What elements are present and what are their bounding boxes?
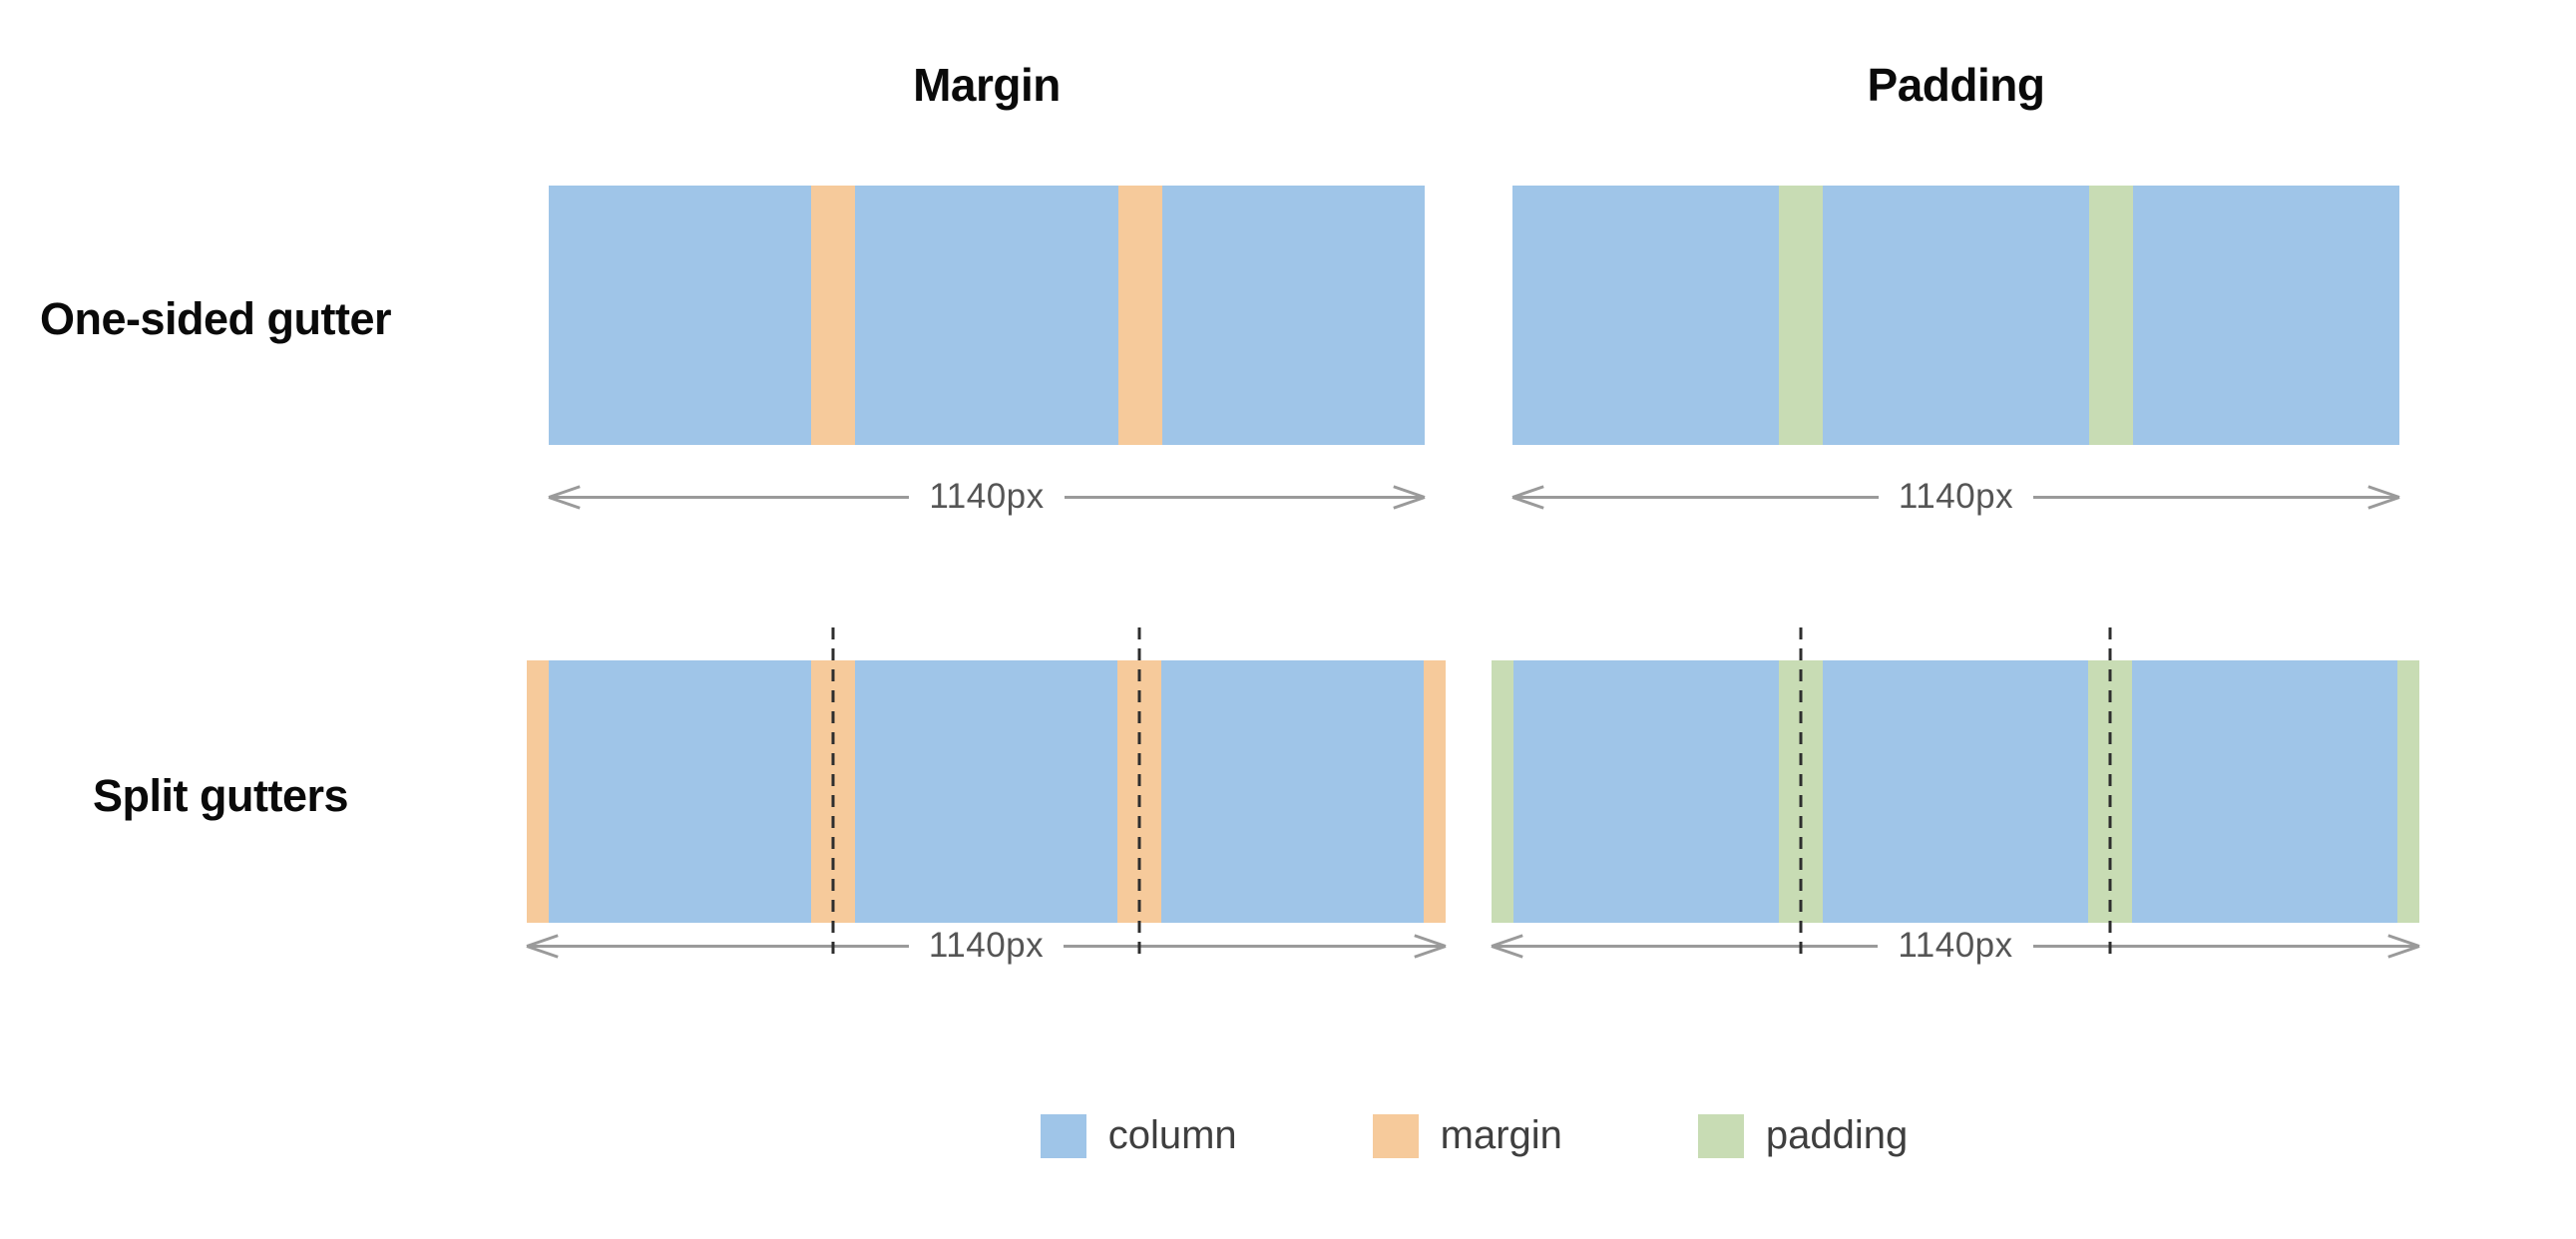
padding-half-gutter [1492,660,1513,923]
padding-gutter [2088,627,2132,957]
margin-color-swatch [1372,1113,1419,1158]
arrow-line-right [2032,944,2420,948]
grid-column [1823,186,2089,445]
grid-column [1512,186,1779,445]
padding-gutter [1779,627,1823,957]
padding-gutter [2089,186,2133,445]
dimension-arrow-margin-split: 1140px [527,926,1447,966]
margin-half-gutter [527,660,549,923]
arrow-line-left [549,495,910,499]
padding-color-swatch [1697,1113,1744,1158]
grid-column [1823,660,2088,923]
grid-column [2133,186,2399,445]
dimension-arrow-margin-one-sided: 1140px [549,477,1426,517]
dimension-label: 1140px [1898,926,2013,965]
legend-item-column: column [1040,1113,1237,1158]
dimension-label: 1140px [929,477,1045,516]
dimension-label: 1140px [1898,477,2014,516]
block-margin-split [527,627,1446,957]
grid-column [1513,660,1779,923]
grid-column [549,186,812,445]
dimension-arrow-padding-one-sided: 1140px [1512,477,2400,517]
grid-column [855,186,1118,445]
column-color-swatch [1040,1113,1086,1158]
padding-column-header: Padding [1867,59,2045,111]
margin-gutter [1117,627,1161,957]
grid-column [1161,660,1424,923]
grid-column [549,660,811,923]
column-boundary-dashed-line [831,627,835,957]
row-label-one-sided-gutter: One-sided gutter [40,293,392,344]
column-boundary-dashed-line [1137,627,1141,957]
block-padding-one-sided [1512,186,2399,445]
grid-column [2132,660,2397,923]
arrow-line-left [527,944,909,948]
legend: column margin padding [549,1113,2399,1158]
margin-column-header: Margin [913,59,1061,111]
padding-half-gutter [2397,660,2419,923]
margin-gutter [811,186,856,445]
block-padding-split [1492,627,2419,957]
legend-label: padding [1765,1113,1909,1157]
column-boundary-dashed-line [1799,627,1803,957]
dimension-label: 1140px [928,926,1045,965]
legend-label: margin [1440,1113,1562,1157]
legend-item-margin: margin [1372,1113,1562,1158]
grid-column [1161,186,1425,445]
margin-gutter [811,627,855,957]
legend-label: column [1107,1113,1237,1157]
padding-gutter [1779,186,1823,445]
block-margin-one-sided [549,186,1425,445]
row-label-split-gutters: Split gutters [93,770,349,821]
arrow-line-right [1064,944,1447,948]
margin-gutter [1117,186,1162,445]
legend-item-padding: padding [1697,1113,1909,1158]
arrow-line-left [1492,944,1879,948]
dimension-arrow-padding-split: 1140px [1492,926,2420,966]
column-boundary-dashed-line [2108,627,2112,957]
arrow-line-right [1064,495,1426,499]
grid-column [855,660,1117,923]
margin-half-gutter [1424,660,1446,923]
arrow-line-right [2033,495,2400,499]
arrow-line-left [1512,495,1879,499]
